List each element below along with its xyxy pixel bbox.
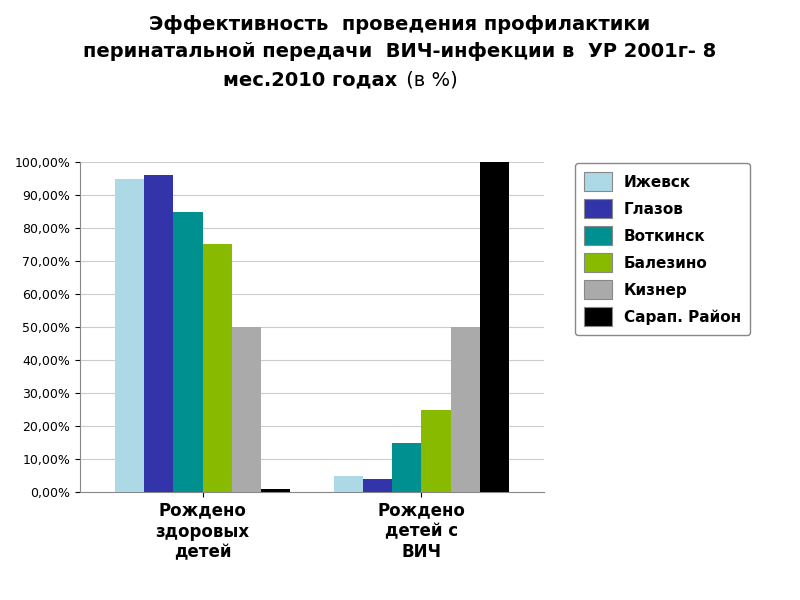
Text: мес.2010 годах: мес.2010 годах xyxy=(223,71,398,90)
Bar xyxy=(174,211,202,492)
Text: перинатальной передачи  ВИЧ-инфекции в  УР 2001г- 8: перинатальной передачи ВИЧ-инфекции в УР… xyxy=(83,42,717,61)
Bar xyxy=(144,175,174,492)
Bar xyxy=(480,162,509,492)
Bar xyxy=(334,475,363,492)
Text: Эффективность  проведения профилактики: Эффективность проведения профилактики xyxy=(150,15,650,34)
Bar xyxy=(392,443,422,492)
Bar xyxy=(422,409,450,492)
Bar xyxy=(450,327,480,492)
Bar xyxy=(261,488,290,492)
Bar xyxy=(202,245,232,492)
Bar xyxy=(363,479,392,492)
Legend: Ижевск, Глазов, Воткинск, Балезино, Кизнер, Сарап. Район: Ижевск, Глазов, Воткинск, Балезино, Кизн… xyxy=(575,163,750,335)
Bar xyxy=(232,327,261,492)
Bar xyxy=(115,179,144,492)
Text: (в %): (в %) xyxy=(400,71,458,90)
